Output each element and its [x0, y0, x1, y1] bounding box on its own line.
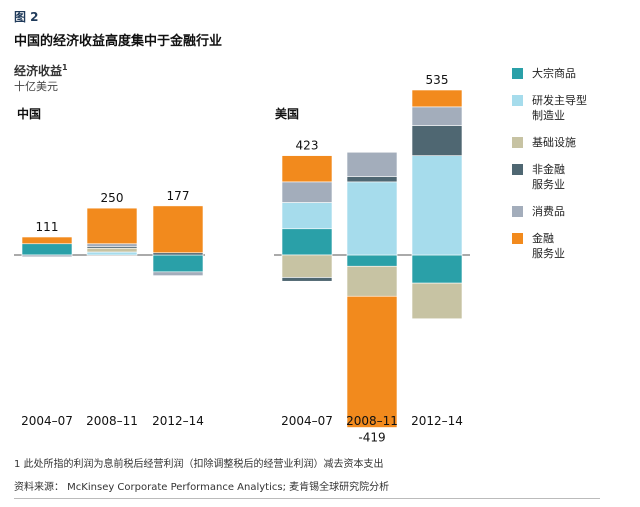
figure-label: 图 2: [14, 10, 39, 24]
bar-segment-commodities: [346, 254, 398, 267]
bar-segment-infrastructure: [346, 265, 398, 297]
footnote: 1 此处所指的利润为息前税后经营利润（扣除调整税后的经营业利润）减去资本支出: [14, 459, 384, 470]
bar-segment-nonfin_services: [152, 252, 204, 256]
bar-segment-rd_manufacturing: [346, 181, 398, 256]
chart-title: 中国的经济收益高度集中于金融行业: [14, 34, 223, 49]
bar-segment-infrastructure: [411, 282, 463, 320]
bar-segment-consumer: [86, 243, 138, 248]
bar-segment-nonfin_services: [346, 176, 398, 183]
legend-item-infrastructure: 基础设施: [512, 135, 632, 150]
y-axis-label-note: 1: [62, 63, 68, 72]
bar-segment-rd_manufacturing: [86, 251, 138, 256]
bar-segment-financial: [411, 89, 463, 108]
bar-segment-commodities: [152, 254, 204, 273]
bar-segment-infrastructure: [281, 254, 333, 278]
category-label: 2004–07: [281, 414, 333, 428]
bar-segment-commodities: [21, 243, 73, 256]
y-axis-label-text: 经济收益: [14, 64, 63, 78]
bar-segment-infrastructure: [86, 247, 138, 253]
legend-item-nonfin_services: 非金融 服务业: [512, 162, 632, 192]
bar-segment-nonfin_services: [281, 277, 333, 282]
bar-segment-consumer: [281, 181, 333, 203]
legend-item-commodities: 大宗商品: [512, 66, 632, 81]
legend-label: 研发主导型 制造业: [532, 94, 587, 122]
legend-label: 非金融 服务业: [532, 163, 565, 191]
legend-label: 消费品: [532, 205, 565, 218]
total-label: 111: [36, 220, 59, 234]
legend: 大宗商品研发主导型 制造业基础设施非金融 服务业消费品金融 服务业: [512, 66, 632, 273]
category-label: 2008–11: [86, 414, 138, 428]
legend-swatch: [512, 137, 523, 148]
legend-swatch: [512, 68, 523, 79]
category-label: 2004–07: [21, 414, 73, 428]
panel-title: 中国: [17, 106, 41, 121]
total-label: -419: [358, 431, 385, 445]
bar-segment-financial: [346, 295, 398, 428]
bar-segment-rd_manufacturing: [281, 202, 333, 230]
panel-title: 美国: [275, 106, 299, 121]
legend-swatch: [512, 164, 523, 175]
legend-swatch: [512, 233, 523, 244]
bar-segment-rd_manufacturing: [411, 155, 463, 256]
bar-segment-consumer: [411, 106, 463, 126]
bar-segment-financial: [281, 155, 333, 183]
category-label: 2012–14: [152, 414, 204, 428]
bar-segment-consumer: [152, 271, 204, 276]
total-label: 535: [426, 73, 449, 87]
bar-segment-commodities: [281, 228, 333, 256]
category-label: 2008–11: [346, 414, 398, 428]
legend-label: 金融 服务业: [532, 232, 565, 260]
bar-segment-commodities: [411, 254, 463, 284]
bar-segment-consumer: [21, 254, 73, 258]
legend-swatch: [512, 206, 523, 217]
legend-item-financial: 金融 服务业: [512, 231, 632, 261]
bar-segment-financial: [86, 207, 138, 245]
source-note: 资料来源： McKinsey Corporate Performance Ana…: [14, 482, 390, 493]
legend-swatch: [512, 95, 523, 106]
bar-segment-consumer: [346, 151, 398, 177]
total-label: 177: [167, 189, 190, 203]
y-axis-label: 经济收益1: [14, 62, 68, 79]
legend-label: 大宗商品: [532, 67, 576, 80]
bottom-divider: [14, 498, 600, 499]
bar-segment-financial: [152, 205, 204, 254]
total-label: 250: [101, 191, 124, 205]
category-label: 2012–14: [411, 414, 463, 428]
legend-label: 基础设施: [532, 136, 576, 149]
legend-item-rd_manufacturing: 研发主导型 制造业: [512, 93, 632, 123]
bar-segment-financial: [21, 236, 73, 245]
total-label: 423: [296, 139, 319, 153]
bar-segment-nonfin_services: [411, 125, 463, 156]
y-axis-unit: 十亿美元: [14, 80, 58, 93]
legend-item-consumer: 消费品: [512, 204, 632, 219]
